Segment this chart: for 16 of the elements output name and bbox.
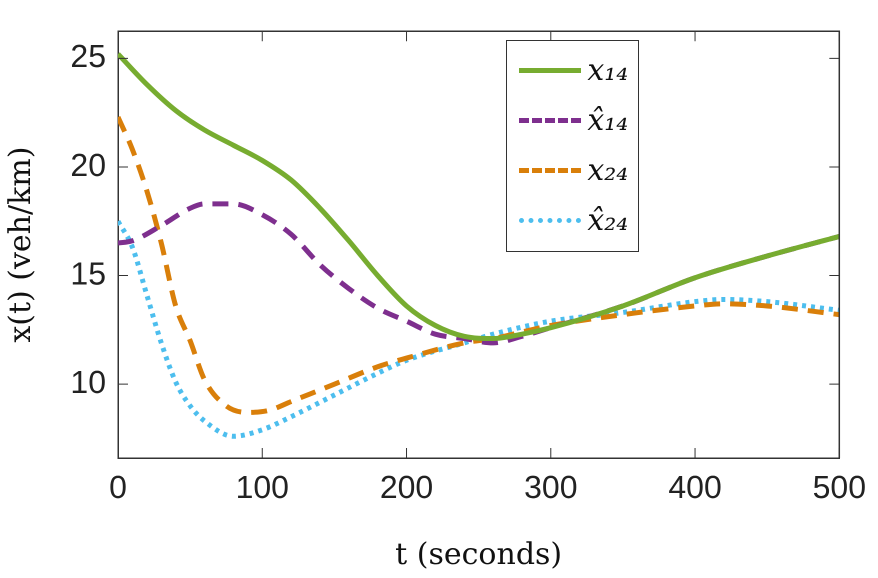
- x-tick-label: 200: [380, 469, 434, 506]
- x-axis-title: t (seconds): [395, 536, 562, 572]
- y-tick-label: 20: [70, 146, 106, 183]
- y-tick-label: 10: [70, 364, 106, 400]
- legend-label: x̂₂₄: [587, 202, 628, 238]
- legend-label: x₂₄: [587, 152, 628, 188]
- y-axis-title: x(t) (veh/km): [2, 146, 38, 343]
- y-tick-label: 15: [70, 255, 106, 292]
- legend-label: x₁₄: [587, 52, 628, 88]
- y-tick-label: 25: [70, 38, 106, 74]
- x-tick-label: 300: [524, 469, 578, 506]
- x-tick-label: 500: [812, 469, 866, 506]
- x-tick-label: 400: [668, 469, 722, 506]
- legend-label: x̂₁₄: [587, 102, 628, 138]
- x-tick-label: 0: [109, 469, 127, 506]
- x-tick-label: 100: [236, 469, 289, 506]
